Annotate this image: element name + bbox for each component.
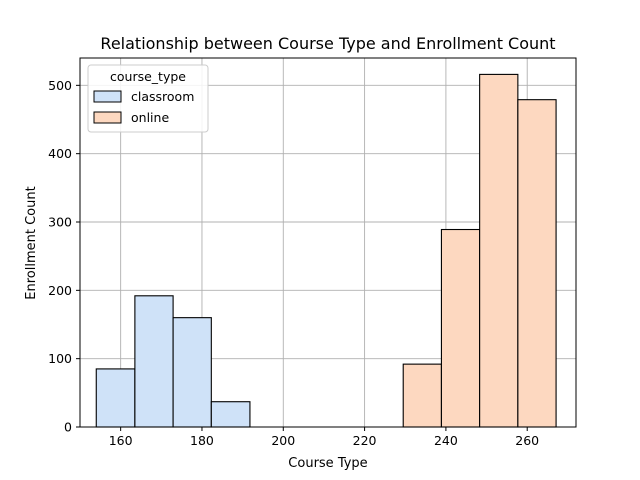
legend-title: course_type <box>110 69 186 84</box>
histogram-bar-classroom <box>95 368 136 428</box>
x-tick-label: 220 <box>353 433 377 448</box>
y-tick-label: 0 <box>64 420 72 435</box>
histogram-bar-online <box>402 363 442 428</box>
legend-label-classroom: classroom <box>131 89 194 104</box>
x-tick-label: 200 <box>271 433 295 448</box>
histogram-bar-classroom <box>172 317 212 428</box>
plot-frame <box>79 57 577 428</box>
legend-swatch-online <box>93 111 122 124</box>
y-tick-label: 300 <box>48 215 72 230</box>
x-tick-label: 260 <box>515 433 539 448</box>
y-axis-label: Enrollment Count <box>24 186 39 299</box>
x-axis-label: Course Type <box>288 456 367 471</box>
legend-swatch-classroom <box>93 90 122 103</box>
legend-label-online: online <box>131 110 169 125</box>
y-tick-label: 200 <box>48 283 72 298</box>
x-tick-label: 240 <box>434 433 458 448</box>
histogram-bar-classroom <box>210 401 251 428</box>
histogram-bar-classroom <box>134 295 174 428</box>
y-tick-label: 400 <box>48 146 72 161</box>
x-tick-label: 180 <box>190 433 214 448</box>
histogram-bar-online <box>440 228 481 428</box>
histogram-bar-online <box>517 99 557 428</box>
chart-title: Relationship between Course Type and Enr… <box>100 34 555 53</box>
legend: course_type classroom online <box>87 64 209 133</box>
x-tick-label: 160 <box>109 433 133 448</box>
y-tick-label: 500 <box>48 78 72 93</box>
y-tick-label: 100 <box>48 351 72 366</box>
histogram-bar-online <box>479 73 519 428</box>
